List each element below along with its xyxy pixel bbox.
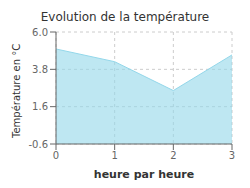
svg-text:1: 1	[111, 150, 117, 161]
svg-text:Température en °C: Température en °C	[11, 44, 22, 139]
svg-text:2: 2	[170, 150, 176, 161]
html-text:Evolution de la température: Evolution de la température	[40, 10, 210, 24]
svg-text:0: 0	[53, 150, 59, 161]
svg-text:3: 3	[229, 150, 235, 161]
svg-text:1.6: 1.6	[32, 101, 48, 112]
svg-text:6.0: 6.0	[32, 27, 48, 38]
svg-text:heure par heure: heure par heure	[94, 168, 194, 180]
svg-text:3.8: 3.8	[32, 64, 48, 75]
svg-text:-0.6: -0.6	[28, 139, 48, 150]
